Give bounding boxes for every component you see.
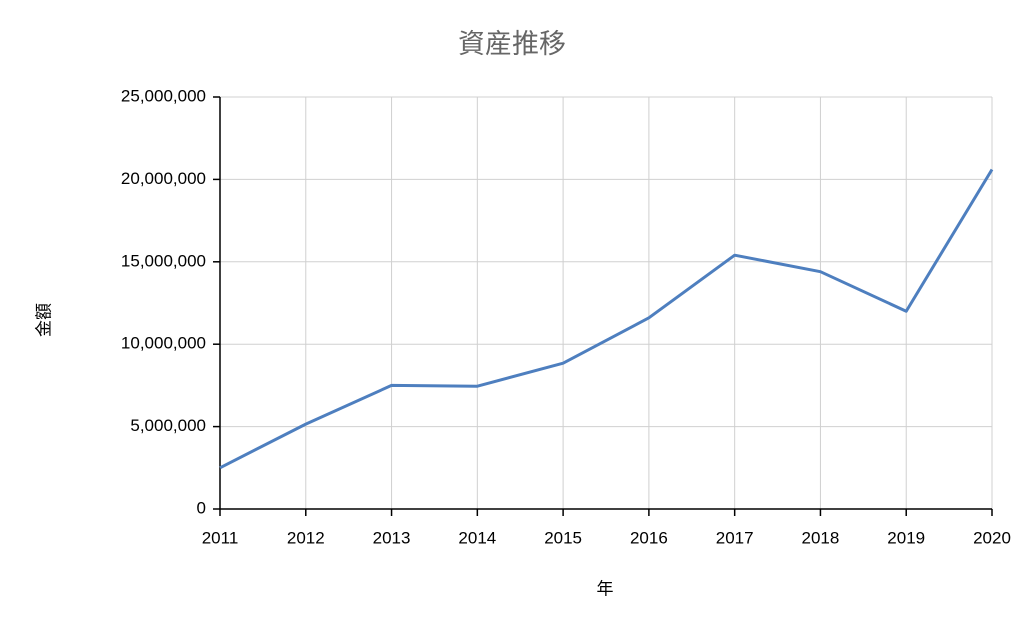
y-tick-label: 25,000,000 xyxy=(121,86,206,105)
x-tick-label: 2020 xyxy=(973,528,1011,547)
x-tick-label: 2015 xyxy=(544,528,582,547)
y-tick-label: 0 xyxy=(197,498,206,517)
y-axis-label: 金額 xyxy=(34,303,53,337)
x-tick-label: 2018 xyxy=(802,528,840,547)
x-tick-label: 2013 xyxy=(373,528,411,547)
y-tick-label: 15,000,000 xyxy=(121,251,206,270)
x-tick-label: 2014 xyxy=(458,528,496,547)
x-tick-label: 2012 xyxy=(287,528,325,547)
x-tick-label: 2011 xyxy=(202,528,239,547)
x-tick-label: 2019 xyxy=(887,528,925,547)
data-line xyxy=(219,168,994,470)
x-tick-label: 2016 xyxy=(630,528,668,547)
x-axis-label: 年 xyxy=(597,579,614,598)
y-tick-label: 5,000,000 xyxy=(130,416,206,435)
chart-title: 資産推移 xyxy=(458,29,566,59)
x-tick-label: 2017 xyxy=(716,528,754,547)
y-tick-label: 10,000,000 xyxy=(121,334,206,353)
y-tick-label: 20,000,000 xyxy=(121,169,206,188)
